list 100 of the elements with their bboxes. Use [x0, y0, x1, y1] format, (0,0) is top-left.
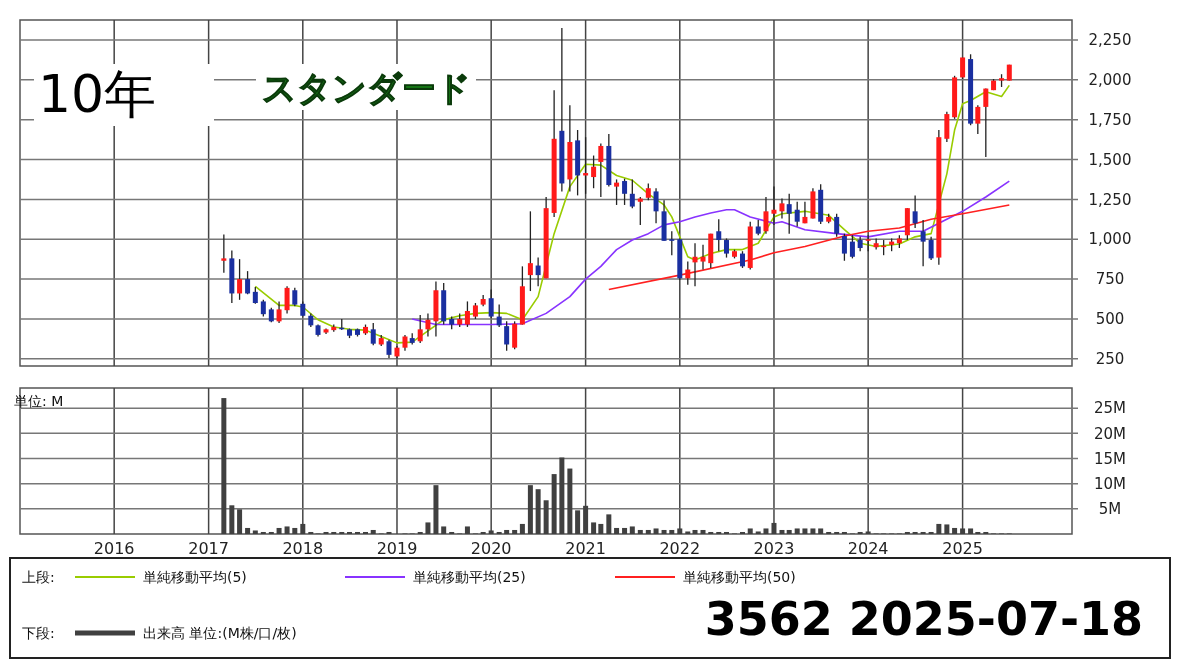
bar: [952, 527, 958, 534]
bar: [834, 531, 840, 534]
candlestick: [504, 320, 510, 352]
candlestick: [370, 322, 376, 346]
candlestick: [928, 236, 934, 261]
legend-label: 単純移動平均(50): [683, 568, 796, 585]
bar: [622, 527, 628, 534]
candlestick: [983, 87, 989, 158]
bar: [944, 524, 950, 534]
candlestick: [786, 193, 792, 235]
bar: [268, 531, 274, 534]
y-tick-label: 1,750: [1088, 110, 1132, 129]
candlestick: [535, 256, 541, 287]
x-tick-label: 2017: [188, 539, 229, 558]
bar: [708, 531, 714, 534]
y-tick-label: 500: [1095, 310, 1125, 329]
text: 10年: [38, 64, 157, 124]
bar: [661, 529, 667, 534]
legend-title: 下段:: [22, 624, 55, 641]
x-tick-label: 2023: [753, 539, 795, 558]
candlestick: [598, 142, 604, 198]
candlestick: [794, 201, 800, 228]
candlestick: [779, 197, 785, 220]
bar: [464, 526, 470, 534]
candlestick: [920, 219, 926, 267]
bar: [567, 468, 573, 534]
bar: [496, 531, 502, 534]
bar: [904, 531, 910, 534]
candlestick: [237, 258, 243, 301]
bar: [284, 526, 290, 534]
bar: [370, 529, 376, 534]
bar: [425, 522, 431, 534]
candlestick: [912, 194, 918, 229]
bar: [543, 500, 549, 534]
bar: [519, 523, 525, 534]
bar: [331, 531, 337, 534]
bar: [449, 531, 455, 534]
candlestick: [834, 213, 840, 238]
bar: [512, 529, 518, 534]
bar: [614, 527, 620, 534]
candlestick: [669, 230, 675, 256]
bar: [535, 489, 541, 534]
legend-label: 出来高 単位:(M株/口/枚): [143, 624, 297, 641]
candlestick: [771, 185, 777, 226]
bar: [669, 529, 675, 534]
bar: [818, 528, 824, 534]
candlestick: [723, 237, 729, 259]
bar: [559, 457, 565, 534]
candlestick: [653, 187, 659, 224]
y-tick-label: 20M: [1093, 424, 1127, 443]
y-axis-title: 単位: M: [14, 393, 64, 409]
bar: [747, 528, 753, 534]
bar: [841, 531, 847, 534]
y-tick-label: 750: [1095, 270, 1125, 289]
bar: [912, 531, 918, 534]
bar: [826, 531, 832, 534]
bar: [637, 529, 643, 534]
candlestick: [591, 154, 597, 189]
candlestick: [386, 339, 392, 359]
bar: [739, 531, 745, 534]
bar: [763, 528, 769, 534]
bar: [237, 509, 243, 534]
bar: [292, 527, 298, 534]
candlestick: [700, 244, 706, 271]
candlestick: [622, 178, 628, 206]
text: 3562 2025-07-18: [704, 592, 1143, 646]
bar: [598, 523, 604, 534]
x-tick-label: 2018: [282, 539, 324, 558]
candlestick: [284, 285, 290, 315]
bar: [779, 529, 785, 534]
x-tick-label: 2024: [847, 539, 889, 558]
bar: [629, 526, 635, 534]
candlestick: [960, 56, 966, 80]
candlestick: [464, 300, 470, 328]
bar: [252, 530, 258, 534]
bar: [700, 529, 706, 534]
bar: [786, 529, 792, 534]
bar: [504, 529, 510, 534]
bar: [575, 510, 581, 534]
y-tick-label: 2,000: [1088, 71, 1132, 90]
y-tick-label: 15M: [1093, 449, 1127, 468]
candlestick: [614, 178, 620, 206]
x-tick-label: 2016: [93, 539, 135, 558]
bar: [591, 522, 597, 534]
bar: [692, 529, 698, 534]
bar: [723, 531, 729, 534]
bar: [802, 528, 808, 534]
bar: [339, 531, 345, 534]
bar: [347, 531, 353, 534]
bar: [308, 531, 314, 534]
legend-label: 単純移動平均(25): [413, 568, 526, 585]
candlestick: [292, 287, 298, 307]
line-series: [411, 180, 1011, 326]
x-tick-label: 2021: [565, 539, 606, 558]
bar: [527, 485, 533, 534]
candlestick: [496, 303, 502, 328]
x-tick-label: 2019: [376, 539, 418, 558]
bar: [794, 528, 800, 534]
x-tick-label: 2022: [659, 539, 701, 558]
bar: [928, 531, 934, 534]
